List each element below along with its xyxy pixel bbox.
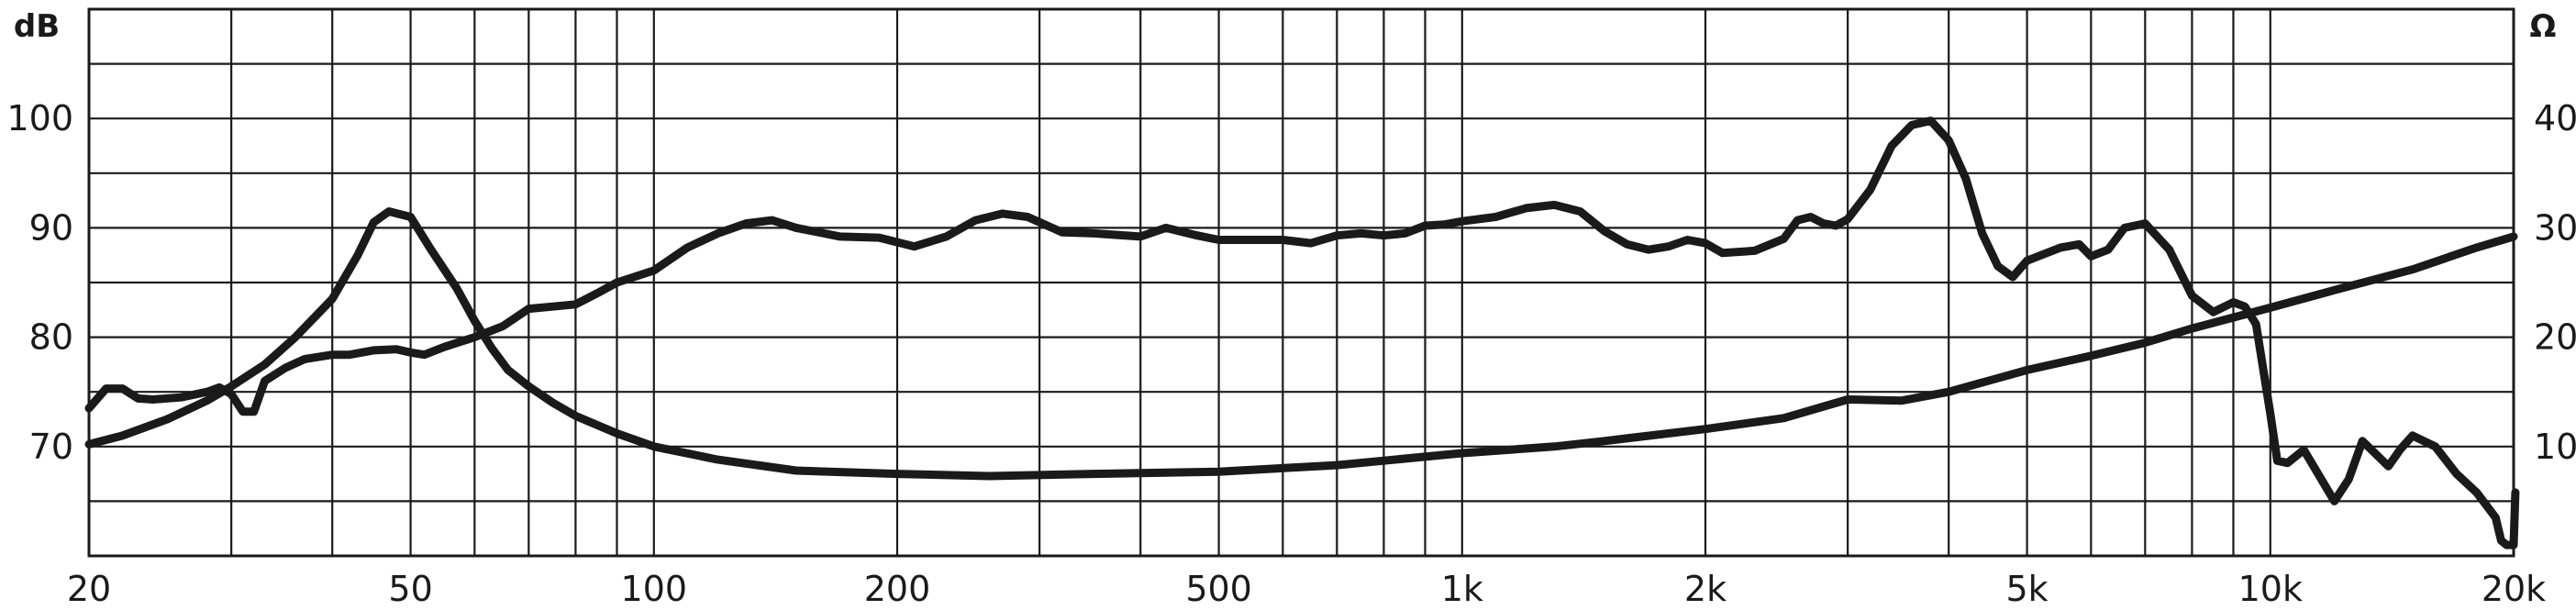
right-tick-label: 10 bbox=[2534, 427, 2576, 467]
left-tick-label: 90 bbox=[29, 207, 73, 248]
left-unit-label: dB bbox=[14, 8, 60, 45]
plot-frame bbox=[87, 7, 2515, 558]
x-tick-label: 5k bbox=[2005, 569, 2048, 609]
x-tick-label: 100 bbox=[621, 569, 688, 609]
left-tick-label: 100 bbox=[6, 98, 73, 139]
right-tick-label: 20 bbox=[2534, 317, 2576, 358]
x-tick-label: 200 bbox=[864, 569, 931, 609]
x-tick-label: 1k bbox=[1441, 569, 1483, 609]
right-tick-label: 30 bbox=[2534, 207, 2576, 248]
right-tick-label: 40 bbox=[2534, 98, 2576, 139]
x-tick-label: 50 bbox=[388, 569, 432, 609]
left-tick-label: 70 bbox=[29, 427, 73, 467]
x-tick-label: 10k bbox=[2238, 569, 2303, 609]
x-tick-label: 20k bbox=[2482, 569, 2546, 609]
x-tick-label: 20 bbox=[67, 569, 111, 609]
chart-grid bbox=[87, 7, 2515, 558]
right-unit-label: Ω bbox=[2530, 8, 2557, 45]
chart-labels: 20 50 100 200 500 1k 2k 5k 10k 20k 70 80 90 100 10 20 30… bbox=[6, 8, 2576, 609]
impedance-curve bbox=[84, 207, 2518, 481]
frequency-response-curve bbox=[84, 116, 2520, 549]
left-tick-label: 80 bbox=[29, 317, 73, 358]
x-tick-label: 500 bbox=[1185, 569, 1252, 609]
x-tick-label: 2k bbox=[1684, 569, 1727, 609]
chart-series bbox=[84, 116, 2520, 549]
